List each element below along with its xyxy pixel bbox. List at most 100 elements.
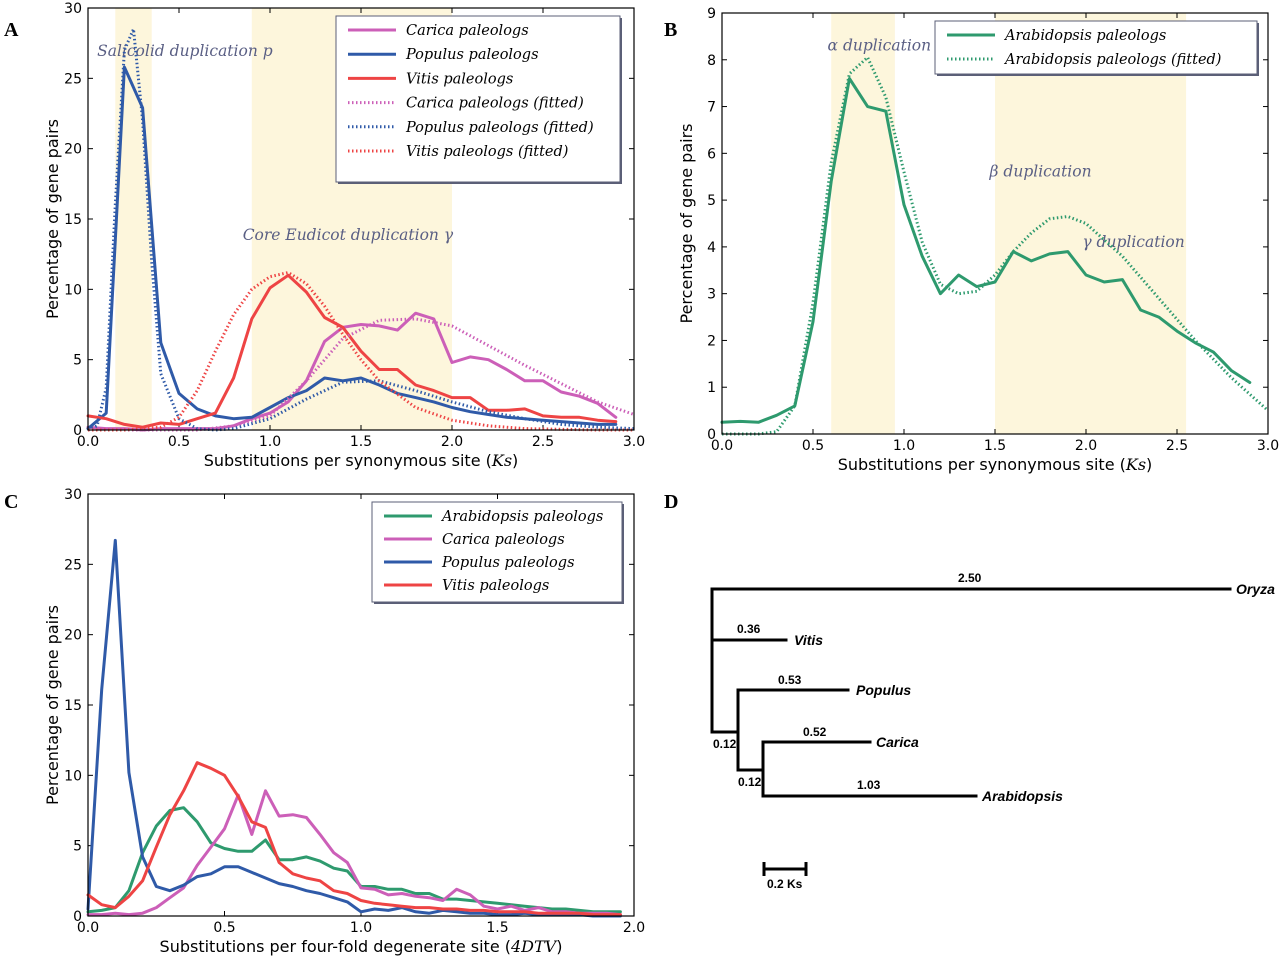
y-tick-label-b: 0 (707, 427, 716, 443)
y-tick-label-b: 3 (707, 287, 716, 303)
x-tick-label-c: 0.0 (77, 920, 99, 936)
legend-label-b-arabidopsis-paleologs-fitted: Arabidopsis paleologs (fitted) (1003, 52, 1221, 68)
series-line-a-carica-paleologs (86, 311, 618, 432)
branch-length-vitis: 0.36 (737, 622, 761, 636)
legend-label-c-populus-paleologs: Populus paleologs (441, 555, 575, 571)
y-tick-label-b: 9 (707, 6, 716, 22)
panel-letter-c: C (4, 491, 18, 513)
legend-label-a-carica-paleologs: Carica paleologs (406, 23, 529, 39)
y-tick-label-a: 25 (64, 71, 82, 87)
x-tick-label-a: 1.5 (350, 434, 372, 450)
y-tick-label-b: 4 (707, 240, 716, 256)
branch-length-internal-1: 0.12 (713, 737, 737, 751)
y-tick-label-c: 20 (64, 628, 82, 644)
y-tick-label-a: 10 (64, 282, 82, 298)
x-tick-label-b: 0.0 (711, 438, 733, 454)
series-line-c-carica-paleologs (86, 789, 622, 917)
branch-length-carica: 0.52 (803, 725, 827, 739)
series-line-a-vitis-paleologs (86, 273, 618, 429)
legend-box-b (934, 20, 1258, 75)
legend-label-a-populus-paleologs-fitted: Populus paleologs (fitted) (405, 120, 594, 136)
y-tick-label-b: 6 (707, 146, 716, 162)
taxon-vitis: Vitis (794, 632, 823, 648)
y-tick-label-b: 2 (707, 333, 716, 349)
y-tick-label-c: 15 (64, 698, 82, 714)
x-tick-label-c: 2.0 (623, 920, 645, 936)
series-line-a-populus-paleologs (86, 65, 618, 431)
legend-box-a (335, 15, 621, 183)
y-tick-label-b: 7 (707, 100, 716, 116)
panel-letter-a: A (4, 19, 19, 41)
y-axis-label-c: Percentage of gene pairs (43, 605, 62, 805)
series-line-a-populus-paleologs-fitted (87, 27, 635, 432)
plot-frame-b (721, 12, 1269, 435)
annotation-a-1: Core Eudicot duplication γ (243, 226, 454, 244)
highlight-band-a-0 (115, 8, 152, 430)
panel-letter-d: D (664, 491, 678, 513)
x-tick-label-c: 1.0 (350, 920, 372, 936)
x-tick-label-c: 0.5 (213, 920, 235, 936)
branch-length-arabidopsis: 1.03 (857, 778, 881, 792)
x-tick-label-a: 2.0 (441, 434, 463, 450)
series-line-c-arabidopsis-paleologs (86, 806, 622, 914)
y-tick-label-a: 30 (64, 1, 82, 17)
y-tick-label-b: 5 (707, 193, 716, 209)
x-tick-label-a: 3.0 (623, 434, 645, 450)
highlight-band-b-0 (831, 13, 895, 434)
y-axis-label-a: Percentage of gene pairs (43, 119, 62, 319)
branch-length-populus: 0.53 (778, 673, 802, 687)
chart-panel-b: 0.0 0.5 1.0 1.5 2.0 2.5 3.0 0 1 2 3 4 5 6 7 8 9 α duplica… (677, 6, 1279, 474)
phylogenetic-tree: Oryza Vitis Populus Carica Arabidopsis 2… (710, 571, 1275, 891)
x-tick-label-b: 2.0 (1075, 438, 1097, 454)
x-axis-label-b: Substitutions per synonymous site (Ks) (838, 455, 1153, 474)
taxon-oryza: Oryza (1236, 581, 1275, 597)
annotation-b-0: α duplication (828, 36, 932, 54)
y-tick-label-c: 10 (64, 768, 82, 784)
taxon-carica: Carica (876, 734, 919, 750)
legend-label-a-carica-paleologs-fitted: Carica paleologs (fitted) (406, 96, 584, 112)
legend-label-a-vitis-paleologs-fitted: Vitis paleologs (fitted) (406, 144, 568, 160)
legend-label-c-arabidopsis-paleologs: Arabidopsis paleologs (440, 509, 603, 525)
x-tick-label-a: 2.5 (532, 434, 554, 450)
series-line-c-vitis-paleologs (86, 761, 622, 917)
x-tick-label-b: 0.5 (802, 438, 824, 454)
branch-length-oryza: 2.50 (958, 571, 982, 585)
legend-label-b-arabidopsis-paleologs: Arabidopsis paleologs (1003, 28, 1166, 44)
x-tick-label-b: 2.5 (1166, 438, 1188, 454)
x-tick-label-b: 3.0 (1257, 438, 1279, 454)
x-tick-label-b: 1.5 (984, 438, 1006, 454)
chart-panel-c: 0.0 0.5 1.0 1.5 2.0 0 5 10 15 20 25 30 Arabidopsis p… (43, 487, 645, 956)
chart-panel-a: 0.0 0.5 1.0 1.5 2.0 2.5 3.0 0 5 10 15 20 25 30 Salicol… (43, 1, 645, 470)
x-axis-label-a: Substitutions per synonymous site (Ks) (204, 451, 519, 470)
x-tick-label-a: 0.0 (77, 434, 99, 450)
legend-label-c-vitis-paleologs: Vitis paleologs (442, 578, 549, 594)
y-tick-label-a: 15 (64, 212, 82, 228)
taxon-arabidopsis: Arabidopsis (981, 788, 1063, 804)
plot-frame-a (87, 7, 635, 431)
legend-label-a-vitis-paleologs: Vitis paleologs (406, 71, 513, 87)
branch-length-internal-2: 0.12 (738, 775, 762, 789)
y-tick-label-c: 30 (64, 487, 82, 503)
x-tick-label-a: 1.0 (259, 434, 281, 450)
scale-bar-label: 0.2 Ks (767, 877, 803, 891)
x-tick-label-b: 1.0 (893, 438, 915, 454)
legend-label-a-populus-paleologs: Populus paleologs (405, 47, 539, 63)
plot-frame-c (87, 493, 635, 917)
annotation-b-1: β duplication (989, 163, 1092, 181)
y-tick-label-c: 25 (64, 557, 82, 573)
y-axis-label-b: Percentage of gene pairs (677, 124, 696, 324)
y-tick-label-a: 20 (64, 142, 82, 158)
y-tick-label-b: 1 (707, 380, 716, 396)
y-tick-label-a: 5 (73, 353, 82, 369)
annotation-b-2: γ duplication (1082, 233, 1184, 251)
scale-bar (762, 862, 808, 876)
annotation-a-0: Salicolid duplication p (97, 42, 273, 60)
y-tick-label-c: 5 (73, 839, 82, 855)
taxon-populus: Populus (856, 682, 911, 698)
x-tick-label-a: 0.5 (168, 434, 190, 450)
y-tick-label-c: 0 (73, 909, 82, 925)
y-tick-label-a: 0 (73, 423, 82, 439)
x-axis-label-c: Substitutions per four-fold degenerate s… (160, 937, 563, 956)
x-tick-label-c: 1.5 (486, 920, 508, 936)
